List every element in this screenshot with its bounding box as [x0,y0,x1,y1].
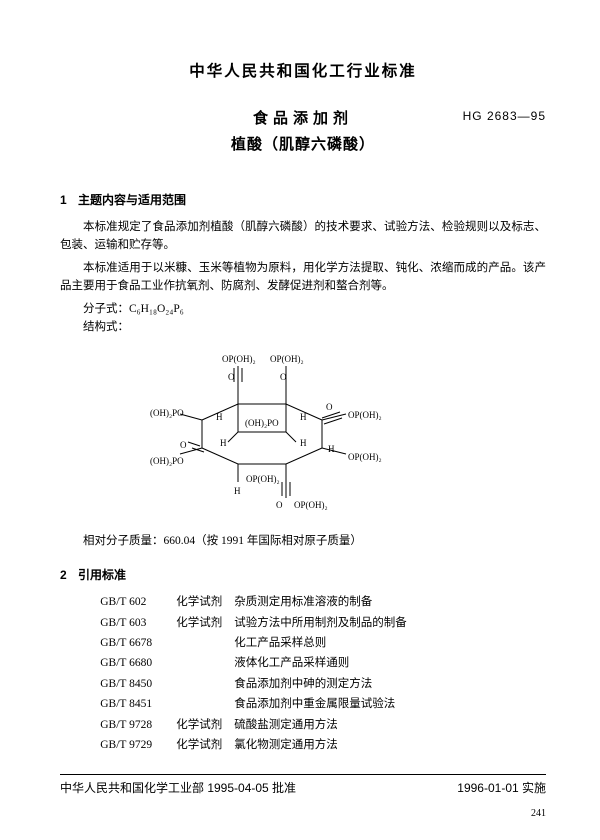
section-2-num: 2 [60,566,78,585]
structure-label: 结构式： [83,318,546,336]
label-oph2: OP(OH)₂ [270,354,304,364]
org-title: 中华人民共和国化工行业标准 [60,60,546,85]
ref-title: 杂质测定用标准溶液的制备 [234,593,372,611]
label-oph2: OP(OH)₂ [246,474,280,484]
reference-row: GB/T 6678 化工产品采样总则 [100,634,546,652]
label-oh2po: (OH)₂PO [245,418,279,428]
label-o: O [280,372,287,382]
ref-code: GB/T 602 [100,593,176,611]
molecular-mass-note: 相对分子质量：660.04（按 1991 年国际相对原子质量） [83,532,546,550]
ref-title: 食品添加剂中重金属限量试验法 [234,695,395,713]
title-block: 食品添加剂 植酸（肌醇六磷酸） HG 2683—95 [60,107,546,157]
ref-code: GB/T 9729 [100,736,176,754]
ref-code: GB/T 9728 [100,716,176,734]
ref-category [176,634,234,652]
ref-title: 硫酸盐测定通用方法 [234,716,338,734]
label-o: O [228,372,235,382]
section-1-p1: 本标准规定了食品添加剂植酸（肌醇六磷酸）的技术要求、试验方法、检验规则以及标志、… [60,218,546,255]
label-h: H [220,438,227,448]
structure-diagram: OP(OH)₂ OP(OH)₂ O O H H (OH)₂PO OP(OH)₂ … [150,348,546,519]
label-h: H [300,438,307,448]
label-h: H [300,412,307,422]
footer-effective: 1996-01-01 实施 [457,779,546,798]
reference-row: GB/T 8450 食品添加剂中砷的测定方法 [100,675,546,693]
ref-category [176,695,234,713]
label-oph2: OP(OH)₂ [348,452,382,462]
ref-code: GB/T 8450 [100,675,176,693]
footer-approval: 中华人民共和国化学工业部 1995-04-05 批准 [60,779,296,798]
ref-category: 化学试剂 [176,614,234,632]
page-number: 241 [531,806,546,822]
ref-category: 化学试剂 [176,593,234,611]
label-h: H [328,444,335,454]
label-oph2: OP(OH)₂ [348,410,382,420]
ref-category: 化学试剂 [176,716,234,734]
reference-row: GB/T 9729化学试剂氯化物测定通用方法 [100,736,546,754]
footer: 中华人民共和国化学工业部 1995-04-05 批准 1996-01-01 实施 [60,774,546,798]
ref-code: GB/T 8451 [100,695,176,713]
label-h: H [234,486,241,496]
ref-title: 试验方法中所用制剂及制品的制备 [234,614,407,632]
reference-row: GB/T 6680 液体化工产品采样通则 [100,654,546,672]
label-oph2: OP(OH)₂ [222,354,256,364]
reference-row: GB/T 8451 食品添加剂中重金属限量试验法 [100,695,546,713]
ref-category [176,654,234,672]
section-1-num: 1 [60,191,78,210]
label-oh2po: (OH)₂PO [150,456,184,466]
label-o: O [276,500,283,510]
section-1-heading: 1主题内容与适用范围 [60,191,546,210]
ref-title: 化工产品采样总则 [234,634,326,652]
reference-row: GB/T 602化学试剂杂质测定用标准溶液的制备 [100,593,546,611]
section-1-title: 主题内容与适用范围 [78,193,186,207]
molecular-formula: 分子式：C₆H₁₈O₂₄P₆ [83,300,546,318]
ref-title: 液体化工产品采样通则 [234,654,349,672]
standard-code: HG 2683—95 [463,107,546,126]
ref-category [176,675,234,693]
molecule-svg: OP(OH)₂ OP(OH)₂ O O H H (OH)₂PO OP(OH)₂ … [150,348,410,513]
reference-list: GB/T 602化学试剂杂质测定用标准溶液的制备GB/T 603化学试剂试验方法… [100,593,546,754]
sub-title: 植酸（肌醇六磷酸） [60,133,546,157]
label-o: O [180,440,187,450]
section-2-title: 引用标准 [78,568,126,582]
ref-code: GB/T 6680 [100,654,176,672]
reference-row: GB/T 9728化学试剂硫酸盐测定通用方法 [100,716,546,734]
reference-row: GB/T 603化学试剂试验方法中所用制剂及制品的制备 [100,614,546,632]
label-oph2: OP(OH)₂ [294,500,328,510]
section-2-heading: 2引用标准 [60,566,546,585]
label-o: O [326,402,333,412]
ref-code: GB/T 603 [100,614,176,632]
section-1-p2: 本标准适用于以米糠、玉米等植物为原料，用化学方法提取、钝化、浓缩而成的产品。该产… [60,259,546,296]
label-oh2po: (OH)₂PO [150,408,184,418]
ref-title: 氯化物测定通用方法 [234,736,338,754]
label-h: H [216,412,223,422]
ref-code: GB/T 6678 [100,634,176,652]
ref-category: 化学试剂 [176,736,234,754]
ref-title: 食品添加剂中砷的测定方法 [234,675,372,693]
